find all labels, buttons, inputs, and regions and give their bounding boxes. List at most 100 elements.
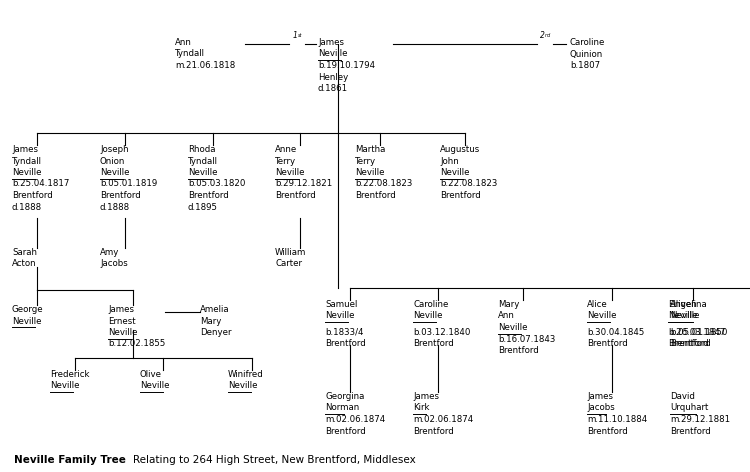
Text: b.05.01.1819: b.05.01.1819 xyxy=(100,179,158,188)
Text: Neville: Neville xyxy=(355,168,385,177)
Text: Amelia: Amelia xyxy=(200,305,230,314)
Text: Brentford: Brentford xyxy=(12,191,53,200)
Text: Brentford: Brentford xyxy=(440,191,481,200)
Text: James: James xyxy=(318,38,344,47)
Text: James: James xyxy=(108,305,134,314)
Text: Neville: Neville xyxy=(498,323,527,332)
Text: b.16.07.1843: b.16.07.1843 xyxy=(498,335,555,344)
Text: m.21.06.1818: m.21.06.1818 xyxy=(175,61,236,70)
Text: m.02.06.1874: m.02.06.1874 xyxy=(325,415,386,424)
Text: James: James xyxy=(12,145,38,154)
Text: Neville: Neville xyxy=(670,312,700,320)
Text: David: David xyxy=(670,392,694,401)
Text: Brentford: Brentford xyxy=(413,339,454,348)
Text: st: st xyxy=(298,33,302,38)
Text: b.1807: b.1807 xyxy=(570,61,600,70)
Text: John: John xyxy=(440,157,459,166)
Text: Augustus: Augustus xyxy=(440,145,480,154)
Text: Neville: Neville xyxy=(413,312,442,320)
Text: Neville: Neville xyxy=(275,168,304,177)
Text: Urquhart: Urquhart xyxy=(670,404,708,413)
Text: Onion: Onion xyxy=(100,157,125,166)
Text: Brentford: Brentford xyxy=(587,427,628,436)
Text: Terry: Terry xyxy=(355,157,376,166)
Text: Rhoda: Rhoda xyxy=(188,145,215,154)
Text: Kirk: Kirk xyxy=(413,404,430,413)
Text: Neville: Neville xyxy=(440,168,470,177)
Text: Joseph: Joseph xyxy=(100,145,129,154)
Text: James: James xyxy=(413,392,439,401)
Text: Brentford: Brentford xyxy=(325,427,366,436)
Text: George: George xyxy=(12,305,44,314)
Text: Neville: Neville xyxy=(50,381,80,390)
Text: Brentford: Brentford xyxy=(355,191,396,200)
Text: Neville: Neville xyxy=(668,312,698,320)
Text: b.22.08.1823: b.22.08.1823 xyxy=(355,179,413,188)
Text: Ann: Ann xyxy=(175,38,192,47)
Text: Neville: Neville xyxy=(100,168,130,177)
Text: Neville: Neville xyxy=(140,381,170,390)
Text: d.1895: d.1895 xyxy=(188,202,218,211)
Text: Neville: Neville xyxy=(228,381,257,390)
Text: Angelina: Angelina xyxy=(670,300,708,309)
Text: m.29.12.1881: m.29.12.1881 xyxy=(670,415,730,424)
Text: Jacobs: Jacobs xyxy=(100,260,128,269)
Text: Neville: Neville xyxy=(12,168,41,177)
Text: Anne: Anne xyxy=(275,145,297,154)
Text: Frederick: Frederick xyxy=(50,370,89,379)
Text: Brentford: Brentford xyxy=(275,191,316,200)
Text: William: William xyxy=(275,248,306,257)
Text: Georgina: Georgina xyxy=(325,392,364,401)
Text: b.29.12.1821: b.29.12.1821 xyxy=(275,179,332,188)
Text: Neville Family Tree: Neville Family Tree xyxy=(14,455,126,465)
Text: Acton: Acton xyxy=(12,260,37,269)
Text: Brentford: Brentford xyxy=(188,191,229,200)
Text: Brentford: Brentford xyxy=(668,339,709,348)
Text: Jacobs: Jacobs xyxy=(587,404,615,413)
Text: Neville: Neville xyxy=(108,328,137,337)
Text: Ernest: Ernest xyxy=(108,317,136,326)
Text: Neville: Neville xyxy=(12,317,41,326)
Text: b.22.08.1823: b.22.08.1823 xyxy=(440,179,497,188)
Text: b.25.04.1817: b.25.04.1817 xyxy=(12,179,69,188)
Text: b.1833/4: b.1833/4 xyxy=(325,328,364,337)
Text: James: James xyxy=(587,392,613,401)
Text: Neville: Neville xyxy=(587,312,616,320)
Text: Brentford: Brentford xyxy=(587,339,628,348)
Text: d.1861: d.1861 xyxy=(318,84,348,93)
Text: d.1888: d.1888 xyxy=(100,202,130,211)
Text: Tyndall: Tyndall xyxy=(188,157,218,166)
Text: b.26.03.1847: b.26.03.1847 xyxy=(668,328,725,337)
Text: Sarah: Sarah xyxy=(12,248,37,257)
Text: Carter: Carter xyxy=(275,260,302,269)
Text: Tyndall: Tyndall xyxy=(12,157,42,166)
Text: Samuel: Samuel xyxy=(325,300,357,309)
Text: Quinion: Quinion xyxy=(570,50,603,59)
Text: Neville: Neville xyxy=(318,50,347,59)
Text: Brentford: Brentford xyxy=(413,427,454,436)
Text: 1: 1 xyxy=(293,31,298,40)
Text: Caroline: Caroline xyxy=(413,300,448,309)
Text: Olive: Olive xyxy=(140,370,162,379)
Text: Brentford: Brentford xyxy=(670,427,711,436)
Text: Elliven: Elliven xyxy=(668,300,697,309)
Text: Amy: Amy xyxy=(100,248,119,257)
Text: Neville: Neville xyxy=(325,312,355,320)
Text: b.05.01.1850: b.05.01.1850 xyxy=(670,328,728,337)
Text: b.30.04.1845: b.30.04.1845 xyxy=(587,328,644,337)
Text: 2: 2 xyxy=(540,31,544,40)
Text: Tyndall: Tyndall xyxy=(175,50,205,59)
Text: b.03.12.1840: b.03.12.1840 xyxy=(413,328,470,337)
Text: m.02.06.1874: m.02.06.1874 xyxy=(413,415,473,424)
Text: m.11.10.1884: m.11.10.1884 xyxy=(587,415,647,424)
Text: Brentford: Brentford xyxy=(670,339,711,348)
Text: Brentford: Brentford xyxy=(100,191,141,200)
Text: Caroline: Caroline xyxy=(570,38,605,47)
Text: Denyer: Denyer xyxy=(200,328,232,337)
Text: Brentford: Brentford xyxy=(498,346,538,355)
Text: nd: nd xyxy=(545,33,551,38)
Text: d.1888: d.1888 xyxy=(12,202,42,211)
Text: Alice: Alice xyxy=(587,300,608,309)
Text: b.19.10.1794: b.19.10.1794 xyxy=(318,61,375,70)
Text: Norman: Norman xyxy=(325,404,359,413)
